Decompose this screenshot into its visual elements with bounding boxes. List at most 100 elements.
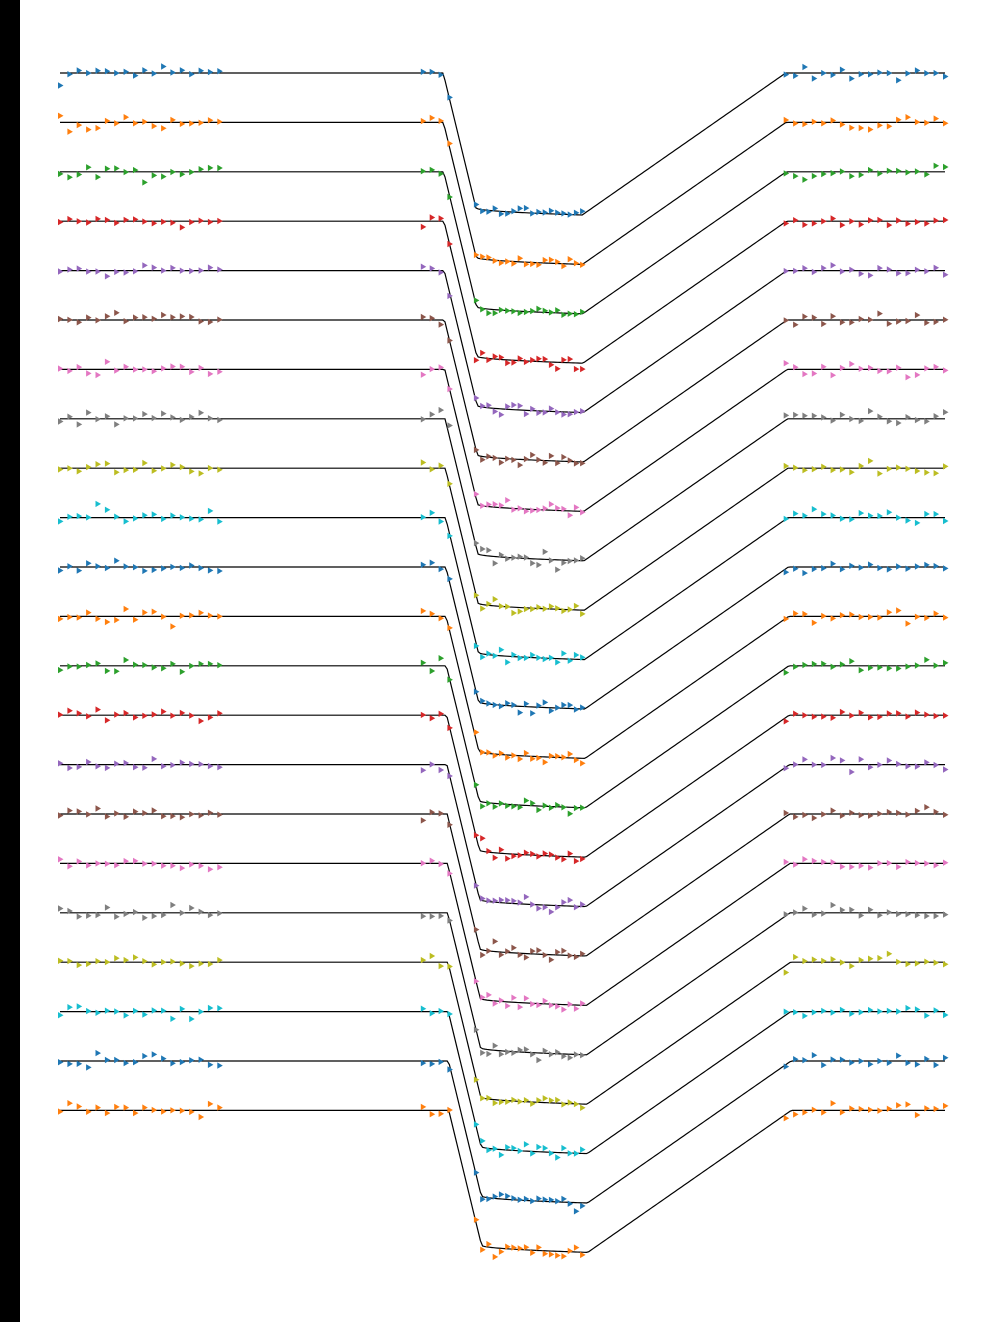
data-point [573,1244,580,1251]
data-point [473,1169,480,1176]
data-point [849,611,855,618]
data-point [802,712,808,719]
data-point [429,509,436,516]
data-point [555,605,561,612]
data-point [542,997,549,1005]
data-point [151,664,158,671]
data-point [161,911,167,919]
data-point [849,266,855,273]
data-point [783,569,790,576]
data-point [811,118,818,125]
data-point [133,1059,139,1066]
data-point [161,63,167,70]
data-point [480,1246,486,1253]
data-point [555,753,561,760]
data-point [498,354,505,361]
data-point [905,465,911,472]
data-point [486,1050,492,1058]
data-point [943,409,949,416]
data-point [142,512,148,519]
data-point [447,821,453,828]
data-point [492,454,499,462]
data-point [896,958,902,966]
data-point [555,409,561,416]
data-point [420,1059,427,1067]
data-point [207,612,214,619]
data-point [104,1007,111,1014]
data-point [517,1098,524,1105]
data-point [217,1062,223,1069]
data-point [905,270,911,277]
data-point [429,1060,436,1068]
data-point [536,905,542,912]
data-point [217,1104,223,1111]
data-point [802,176,808,183]
data-point [542,1196,549,1203]
data-point [896,760,902,768]
data-point [905,169,911,176]
data-point [473,490,480,498]
data-point [198,516,205,523]
data-point [447,575,453,583]
data-point [896,809,902,817]
data-point [170,1015,176,1022]
data-point [104,860,111,867]
data-point [877,122,883,129]
data-point [830,466,837,474]
data-point [517,852,524,859]
data-point [133,72,139,79]
data-point [567,750,574,758]
data-point [170,660,176,668]
data-point [505,1002,511,1010]
data-point [858,956,865,964]
data-point [486,847,492,855]
data-point [536,261,542,268]
data-point [933,761,940,769]
data-point [933,318,940,326]
data-point [580,1251,586,1259]
data-point [76,858,83,865]
data-point [943,712,949,719]
data-point [505,258,511,265]
data-point [886,909,893,916]
data-point [189,612,195,619]
data-point [555,1154,561,1161]
data-point [217,518,223,525]
data-point [170,512,176,519]
data-point [114,309,120,316]
data-point [839,863,846,870]
data-point [480,207,486,215]
data-point [189,313,195,321]
data-point [943,1102,949,1110]
data-point [95,805,101,812]
data-point [523,954,530,961]
data-point [580,509,586,516]
data-point [530,1051,536,1058]
data-point [839,221,846,229]
data-point [498,1098,505,1106]
data-point [914,613,921,620]
data-point [179,759,186,766]
data-point [886,808,893,816]
data-point [830,262,837,269]
data-point [207,218,214,226]
data-point [849,906,855,913]
data-point [95,371,101,379]
data-point [580,760,586,767]
data-point [217,466,223,473]
data-point [933,217,940,224]
data-point [492,257,499,264]
data-point [123,68,130,75]
data-point [530,947,536,955]
data-point [420,607,427,615]
data-point [783,765,790,772]
data-point [438,406,445,414]
data-point [914,763,921,770]
data-point [67,707,73,714]
data-point [492,596,499,603]
data-point [142,661,148,669]
data-point [580,855,586,863]
data-point [161,763,167,770]
data-point [429,559,436,566]
